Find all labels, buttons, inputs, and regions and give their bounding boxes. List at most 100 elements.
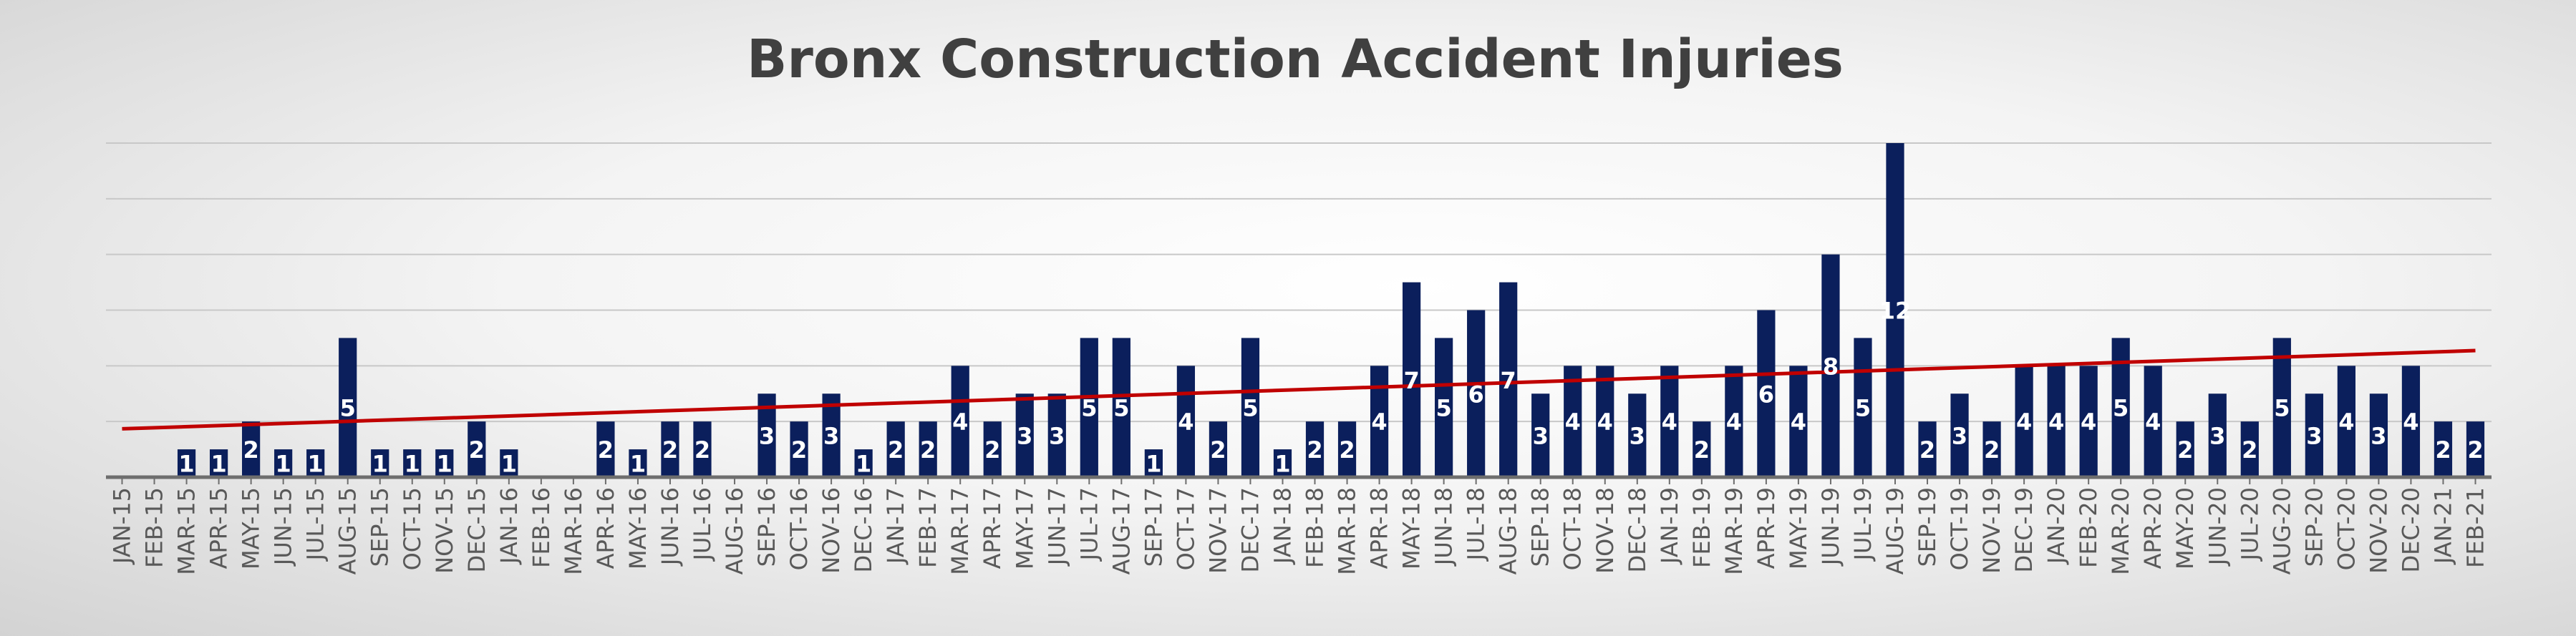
bar-jul-20 (2240, 421, 2259, 477)
x-tick-label: DEC-19 (2010, 487, 2038, 572)
data-label: 5 (2113, 395, 2129, 422)
bar-jul-15 (306, 449, 325, 477)
bar-feb-20 (2079, 366, 2098, 477)
data-label: 1 (372, 451, 388, 478)
data-label: 8 (1823, 353, 1839, 380)
x-tick-label: SEP-20 (2300, 487, 2328, 567)
x-tick-label: JAN-19 (1656, 487, 1683, 565)
bar-aug-18 (1499, 282, 1518, 477)
x-tick-label: OCT-20 (2333, 487, 2360, 570)
x-tick-label: JUL-16 (689, 487, 716, 562)
x-tick-label: APR-18 (1366, 487, 1393, 569)
bar-jul-16 (693, 421, 712, 477)
x-tick-label: JAN-17 (882, 487, 909, 565)
data-label: 1 (276, 451, 291, 478)
data-label: 5 (340, 395, 356, 422)
bar-nov-17 (1209, 421, 1228, 477)
x-tick-label: JAN-20 (2043, 487, 2070, 565)
bar-aug-19 (1886, 143, 1904, 477)
data-label: 2 (243, 436, 258, 464)
data-label: 4 (2016, 408, 2032, 436)
data-label: 4 (1565, 408, 1581, 436)
data-label: 2 (662, 436, 678, 464)
x-tick-label: MAY-19 (1785, 487, 1812, 569)
x-tick-label: JUN-17 (1043, 487, 1070, 567)
x-tick-label: SEP-16 (753, 487, 780, 567)
x-tick-label: SEP-19 (1914, 487, 1941, 567)
x-tick-label: MAY-17 (1011, 487, 1038, 569)
bar-sep-17 (1144, 449, 1163, 477)
trendline-group (122, 348, 2476, 431)
x-tick-label: MAR-16 (560, 487, 587, 575)
data-label: 1 (856, 451, 871, 478)
data-label: 2 (888, 436, 904, 464)
x-tick-label: NOV-15 (431, 487, 458, 574)
bar-jun-18 (1435, 338, 1453, 477)
x-tick-label: OCT-15 (399, 487, 426, 570)
x-tick-label: NOV-18 (1592, 487, 1619, 574)
data-label: 2 (1919, 436, 1935, 464)
bar-mar-18 (1337, 421, 1357, 477)
x-tick-label: FEB-16 (528, 487, 555, 568)
data-label: 2 (1694, 436, 1710, 464)
x-tick-label: JUL-20 (2236, 487, 2263, 562)
x-tick-label: JAN-18 (1269, 487, 1296, 565)
gridlines (106, 142, 2492, 423)
bar-apr-15 (209, 449, 228, 477)
bars (177, 143, 2485, 477)
x-tick-label: FEB-15 (141, 487, 168, 568)
x-tick-label: SEP-18 (1527, 487, 1554, 567)
bar-jun-19 (1821, 254, 1840, 477)
data-label: 4 (2338, 408, 2354, 436)
bar-may-15 (242, 421, 261, 477)
x-tick-label: OCT-17 (1172, 487, 1199, 570)
data-label: 1 (1146, 451, 1161, 478)
x-tick-label: JUL-17 (1075, 487, 1103, 562)
x-tick-label: JAN-21 (2429, 487, 2456, 565)
x-tick-label: MAR-17 (946, 487, 974, 575)
bar-dec-18 (1628, 393, 1647, 477)
data-label: 3 (2306, 423, 2322, 450)
data-label: 3 (2209, 423, 2225, 450)
x-tick-label: MAR-15 (173, 487, 200, 575)
data-label: 1 (178, 451, 194, 478)
bar-apr-20 (2144, 366, 2162, 477)
bar-jul-17 (1080, 338, 1098, 477)
x-tick-label: APR-16 (592, 487, 619, 569)
x-tick-label: JUL-15 (302, 487, 329, 562)
x-tick-label: MAY-15 (238, 487, 265, 569)
bar-may-16 (629, 449, 647, 477)
x-tick-label: FEB-21 (2461, 487, 2489, 568)
data-label: 1 (1274, 451, 1290, 478)
data-label: 5 (1242, 395, 1258, 422)
bar-jan-20 (2047, 366, 2066, 477)
bar-jan-21 (2434, 421, 2453, 477)
data-label: 2 (791, 436, 807, 464)
data-label: 5 (1081, 395, 1097, 422)
bar-feb-21 (2466, 421, 2485, 477)
bar-aug-15 (339, 338, 357, 477)
bar-may-18 (1402, 282, 1421, 477)
bar-jun-17 (1047, 393, 1066, 477)
data-label: 5 (2274, 395, 2290, 422)
data-label: 6 (1468, 381, 1484, 408)
bar-dec-17 (1241, 338, 1260, 477)
bar-jan-18 (1273, 449, 1292, 477)
bar-mar-19 (1725, 366, 1743, 477)
data-label: 1 (437, 451, 452, 478)
x-tick-label: NOV-20 (2365, 487, 2392, 574)
bar-feb-19 (1693, 421, 1711, 477)
data-label: 4 (1371, 408, 1387, 436)
bar-apr-17 (983, 421, 1002, 477)
bar-sep-15 (371, 449, 389, 477)
x-tick-label: APR-15 (205, 487, 233, 569)
bar-sep-19 (1918, 421, 1937, 477)
x-tick-label: OCT-16 (785, 487, 813, 570)
bar-apr-19 (1757, 310, 1776, 477)
data-label: 4 (2403, 408, 2418, 436)
x-tick-label: MAY-16 (624, 487, 652, 569)
x-tick-label: DEC-20 (2397, 487, 2424, 572)
data-label: 4 (1178, 408, 1193, 436)
data-label: 2 (1984, 436, 2000, 464)
